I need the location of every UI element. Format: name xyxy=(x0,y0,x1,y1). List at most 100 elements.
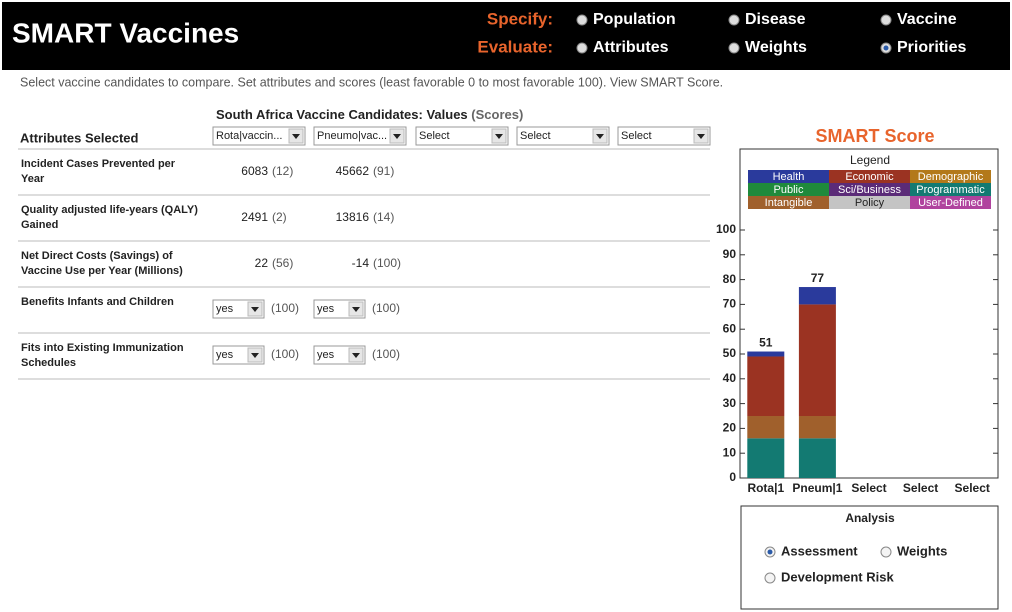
attribute-label: Incident Cases Prevented per xyxy=(21,158,176,170)
nav-option[interactable]: Attributes xyxy=(593,39,669,56)
score: (91) xyxy=(373,164,394,178)
x-tick-label: Select xyxy=(851,481,886,495)
analysis-title: Analysis xyxy=(845,511,895,525)
x-tick-label: Pneum|1 xyxy=(792,481,842,495)
specify-label: Specify: xyxy=(487,9,553,28)
chart-title: SMART Score xyxy=(815,126,934,146)
radio-dot xyxy=(767,549,773,555)
score: (12) xyxy=(272,164,293,178)
legend-label: Sci/Business xyxy=(838,184,901,196)
radio[interactable] xyxy=(880,14,892,26)
score: (100) xyxy=(372,301,400,315)
total-label: 77 xyxy=(811,271,825,285)
radio-dot xyxy=(883,45,889,51)
y-tick-label: 10 xyxy=(723,445,737,459)
score: (100) xyxy=(271,301,299,315)
bar-segment xyxy=(747,438,785,478)
attribute-label: Year xyxy=(21,173,45,185)
dropdown-arrow xyxy=(292,134,300,139)
legend-swatch xyxy=(829,196,910,209)
dropdown-arrow xyxy=(352,307,360,312)
legend-label: Health xyxy=(773,171,805,183)
legend-label: Intangible xyxy=(765,197,813,209)
score: (100) xyxy=(271,347,299,361)
legend-label: Programmatic xyxy=(916,184,985,196)
attribute-label: Net Direct Costs (Savings) of xyxy=(21,250,173,262)
radio[interactable] xyxy=(576,14,588,26)
attribute-label: Quality adjusted life-years (QALY) xyxy=(21,204,198,216)
nav-option[interactable]: Weights xyxy=(745,39,807,56)
y-tick-label: 90 xyxy=(723,247,737,261)
legend-label: Policy xyxy=(855,197,885,209)
value: 6083 xyxy=(241,164,268,178)
dropdown[interactable] xyxy=(313,126,407,146)
dropdown-arrow xyxy=(251,307,259,312)
dropdown-arrow xyxy=(697,134,705,139)
dropdown[interactable] xyxy=(415,126,509,146)
dropdown-text: yes xyxy=(317,349,335,361)
attribute-label: Schedules xyxy=(21,357,76,369)
x-tick-label: Select xyxy=(955,481,990,495)
dropdown-text: yes xyxy=(317,303,335,315)
x-tick-label: Select xyxy=(903,481,938,495)
radio[interactable] xyxy=(880,546,892,558)
attribute-label: Gained xyxy=(21,219,58,231)
analysis-option[interactable]: Assessment xyxy=(781,543,858,558)
analysis-option[interactable]: Weights xyxy=(897,543,947,558)
bar-segment xyxy=(747,356,785,416)
score: (56) xyxy=(272,256,293,270)
value: 13816 xyxy=(336,210,370,224)
legend-swatch xyxy=(748,196,829,209)
value: -14 xyxy=(352,256,370,270)
radio[interactable] xyxy=(764,572,776,584)
legend-swatch xyxy=(748,183,829,196)
bar-segment xyxy=(798,287,836,305)
bar-segment xyxy=(747,416,785,439)
legend-swatch xyxy=(748,170,829,183)
dropdown[interactable] xyxy=(617,126,711,146)
dropdown-text: Select xyxy=(419,130,450,142)
nav-option[interactable]: Vaccine xyxy=(897,11,957,28)
dropdown-arrow xyxy=(251,353,259,358)
nav-option[interactable]: Priorities xyxy=(897,39,966,56)
header-bar xyxy=(2,2,1010,70)
attribute-label: Fits into Existing Immunization xyxy=(21,342,184,354)
dropdown[interactable] xyxy=(516,126,610,146)
nav-option[interactable]: Population xyxy=(593,11,676,28)
value: 2491 xyxy=(241,210,268,224)
legend-title: Legend xyxy=(850,153,890,167)
score: (14) xyxy=(373,210,394,224)
y-tick-label: 50 xyxy=(723,346,737,360)
y-tick-label: 100 xyxy=(716,222,736,236)
dropdown-arrow xyxy=(352,353,360,358)
legend-swatch xyxy=(829,183,910,196)
radio[interactable] xyxy=(728,42,740,54)
dropdown-text: Select xyxy=(520,130,551,142)
bar-segment xyxy=(747,351,785,357)
attribute-label: Benefits Infants and Children xyxy=(21,296,174,308)
bar-segment xyxy=(798,416,836,439)
x-tick-label: Rota|1 xyxy=(747,481,784,495)
attributes-header: Attributes Selected xyxy=(20,130,139,145)
radio[interactable] xyxy=(576,42,588,54)
dropdown-text: Pneumo|vac... xyxy=(317,130,387,142)
radio[interactable] xyxy=(728,14,740,26)
legend-label: User-Defined xyxy=(918,197,983,209)
score: (2) xyxy=(272,210,287,224)
dropdown-arrow xyxy=(393,134,401,139)
bar-segment xyxy=(798,304,836,416)
legend-swatch xyxy=(829,170,910,183)
dropdown[interactable] xyxy=(212,126,306,146)
legend-swatch xyxy=(910,196,991,209)
legend-label: Public xyxy=(774,184,804,196)
legend-swatch xyxy=(910,183,991,196)
table-title: South Africa Vaccine Candidates: Values … xyxy=(216,107,523,122)
nav-option[interactable]: Disease xyxy=(745,11,806,28)
analysis-option[interactable]: Development Risk xyxy=(781,569,894,584)
table-title-text: South Africa Vaccine Candidates: Values xyxy=(216,107,468,122)
value: 45662 xyxy=(336,164,370,178)
y-tick-label: 0 xyxy=(729,470,736,484)
legend-label: Economic xyxy=(845,171,894,183)
instructions: Select vaccine candidates to compare. Se… xyxy=(20,75,723,89)
